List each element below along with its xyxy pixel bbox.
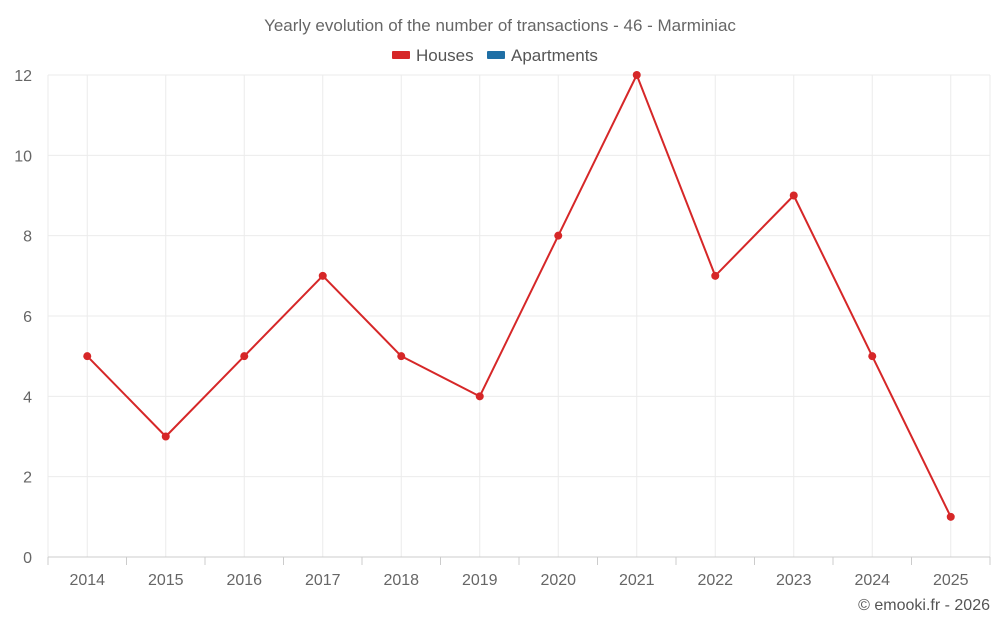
data-point[interactable]: [397, 352, 406, 361]
data-point[interactable]: [711, 271, 720, 280]
axes: 0 2 4 6 8 10 12 2014 2015 2016 2017 2018 2019 2020 202…: [14, 68, 991, 589]
data-point[interactable]: [83, 352, 92, 361]
y-tick-label: 6: [23, 309, 32, 326]
y-tick-label: 10: [14, 148, 32, 165]
series-line-houses: [86, 74, 952, 518]
grid: [47, 74, 991, 557]
x-tick-label: 2023: [776, 572, 812, 589]
data-point[interactable]: [318, 271, 327, 280]
data-point[interactable]: [161, 432, 170, 441]
y-tick-label: 8: [23, 229, 32, 246]
data-point[interactable]: [475, 392, 484, 401]
x-tick-label: 2016: [226, 572, 262, 589]
y-tick-label: 0: [23, 550, 32, 567]
series: [83, 71, 955, 521]
x-tick-label: 2024: [854, 572, 890, 589]
data-point[interactable]: [946, 512, 955, 521]
x-tick-label: 2017: [305, 572, 341, 589]
x-tick-label: 2025: [933, 572, 969, 589]
y-tick-label: 2: [23, 470, 32, 487]
x-tick-label: 2022: [697, 572, 733, 589]
x-tick-label: 2015: [148, 572, 184, 589]
legend-swatch-apartments[interactable]: [487, 51, 505, 59]
x-tick-label: 2020: [540, 572, 576, 589]
x-tick-label: 2019: [462, 572, 498, 589]
legend: Houses Apartments: [392, 46, 598, 65]
legend-label-houses[interactable]: Houses: [416, 46, 474, 65]
y-tick-label: 4: [23, 389, 32, 406]
data-point[interactable]: [554, 231, 563, 240]
legend-swatch-houses[interactable]: [392, 51, 410, 59]
data-point[interactable]: [868, 352, 877, 361]
legend-label-apartments[interactable]: Apartments: [511, 46, 598, 65]
x-tick-label: 2021: [619, 572, 655, 589]
x-tick-label: 2014: [69, 572, 105, 589]
credit-text: © emooki.fr - 2026: [858, 597, 990, 614]
data-point[interactable]: [240, 352, 249, 361]
chart-title: Yearly evolution of the number of transa…: [264, 16, 736, 35]
y-tick-label: 12: [14, 68, 32, 85]
data-point[interactable]: [789, 191, 798, 200]
data-point[interactable]: [632, 71, 641, 79]
x-tick-label: 2018: [383, 572, 419, 589]
